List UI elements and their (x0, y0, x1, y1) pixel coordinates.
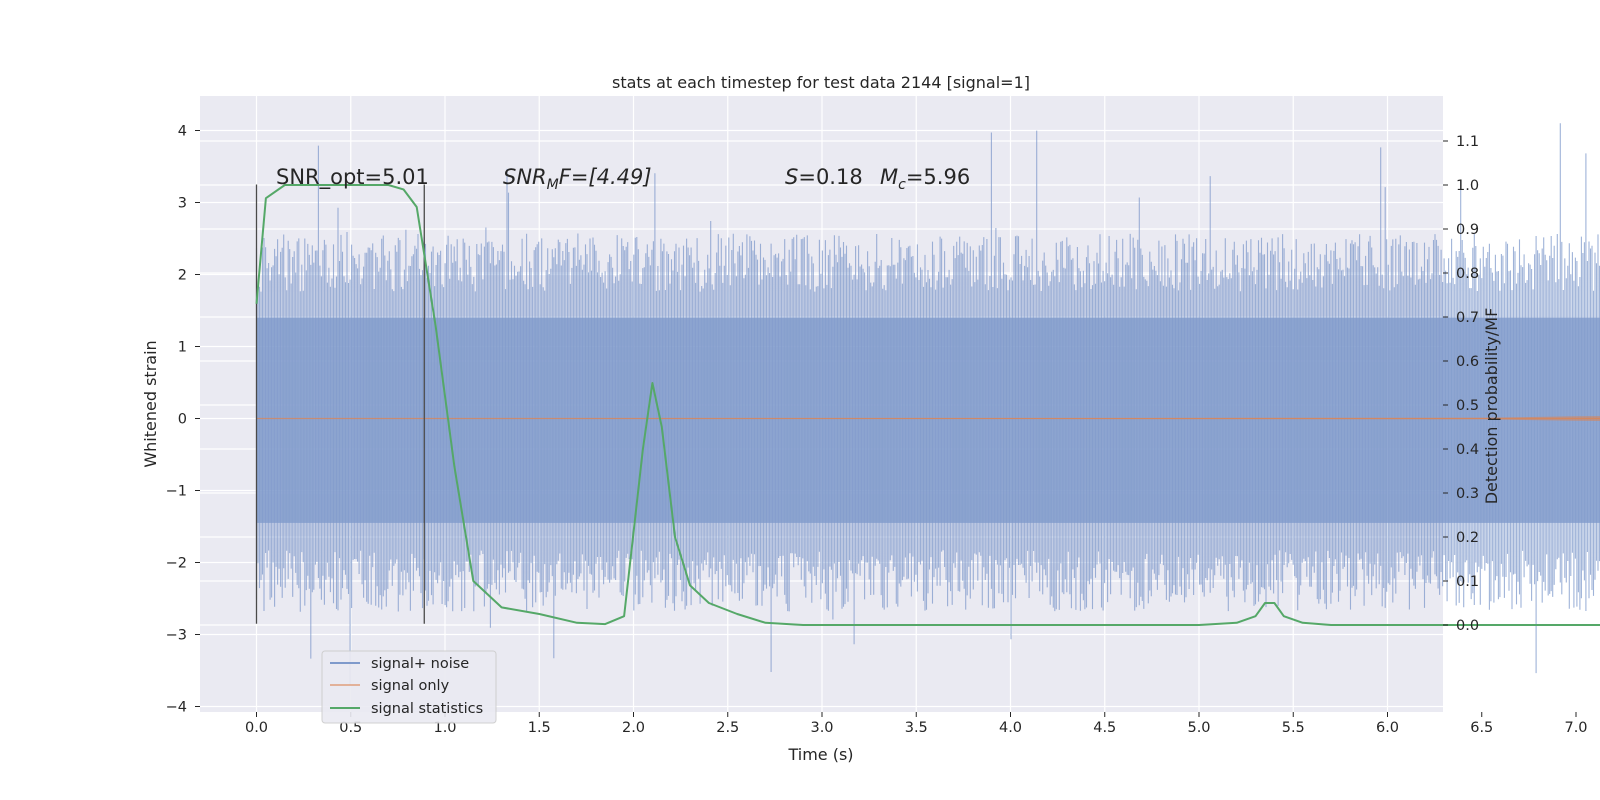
y-right-tick-label-0.0: 0.0 (1456, 618, 1479, 634)
axis-ticks: 0.0 0.5 1.0 1.5 2.0 2.5 3.0 3.5 4.0 4.5 5.0 5.5 6.0 6… (166, 124, 1588, 737)
series-signal-only (256, 416, 1600, 421)
y-right-tick-label-0.9: 0.9 (1456, 222, 1479, 238)
x-tick-label-7.0: 7.0 (1564, 720, 1587, 736)
legend-label-stat: signal statistics (371, 701, 483, 717)
y-left-tick-label-4: 4 (178, 124, 187, 140)
y-right-tick-label-1.1: 1.1 (1456, 134, 1479, 150)
legend: signal+ noise signal only signal statist… (321, 650, 497, 724)
y-left-tick-label--4: −4 (166, 700, 187, 716)
legend-label-noise: signal+ noise (371, 656, 469, 672)
series-signal-plus-noise (255, 123, 1600, 685)
y-right-tick-label-0.7: 0.7 (1456, 310, 1479, 326)
x-tick-label-1.5: 1.5 (528, 720, 551, 736)
legend-box (321, 650, 497, 724)
annotation-s: S=0.18 (785, 165, 863, 189)
x-tick-label-3.5: 3.5 (905, 720, 928, 736)
x-tick-label-5.5: 5.5 (1282, 720, 1305, 736)
annotation-snr-opt: SNR_opt=5.01 (276, 165, 429, 190)
x-tick-label-0.5: 0.5 (339, 720, 362, 736)
chart-title: stats at each timestep for test data 214… (612, 73, 1030, 92)
y-left-tick-label-1: 1 (178, 340, 187, 356)
y-right-tick-label-1.0: 1.0 (1456, 178, 1479, 194)
y-left-tick-label--1: −1 (166, 484, 187, 500)
y-left-tick-label--3: −3 (166, 628, 187, 644)
x-tick-label-1.0: 1.0 (433, 720, 456, 736)
y-right-tick-label-0.8: 0.8 (1456, 266, 1479, 282)
legend-label-signal: signal only (371, 678, 450, 694)
x-axis-label: Time (s) (787, 745, 853, 764)
y-axis-label-left: Whitened strain (141, 340, 160, 467)
y-left-tick-label-2: 2 (178, 268, 187, 284)
annotation-mc: Mc=5.96 (880, 165, 970, 193)
y-right-tick-label-0.3: 0.3 (1456, 486, 1479, 502)
x-tick-label-4.5: 4.5 (1093, 720, 1116, 736)
y-right-tick-label-0.5: 0.5 (1456, 398, 1479, 414)
x-tick-label-2.5: 2.5 (716, 720, 739, 736)
y-left-tick-label--2: −2 (166, 556, 187, 572)
x-tick-label-6.5: 6.5 (1470, 720, 1493, 736)
y-right-tick-label-0.4: 0.4 (1456, 442, 1479, 458)
y-left-tick-label-0: 0 (178, 412, 187, 428)
x-tick-label-6.0: 6.0 (1376, 720, 1399, 736)
x-tick-label-0.0: 0.0 (245, 720, 268, 736)
y-left-tick-label-3: 3 (178, 196, 187, 212)
signal-statistics-line (255, 184, 1600, 626)
x-tick-label-5.0: 5.0 (1187, 720, 1210, 736)
x-tick-label-3.0: 3.0 (810, 720, 833, 736)
x-tick-label-4.0: 4.0 (999, 720, 1022, 736)
x-tick-label-2.0: 2.0 (622, 720, 645, 736)
y-right-tick-label-0.2: 0.2 (1456, 530, 1479, 546)
y-right-tick-label-0.1: 0.1 (1456, 574, 1479, 590)
annotation-snr-mf: SNRMF=[4.49] (503, 165, 652, 193)
series-signal-statistics (255, 184, 1600, 626)
y-axis-label-right: Detection probability/MF (1482, 308, 1501, 505)
y-right-tick-label-0.6: 0.6 (1456, 354, 1479, 370)
